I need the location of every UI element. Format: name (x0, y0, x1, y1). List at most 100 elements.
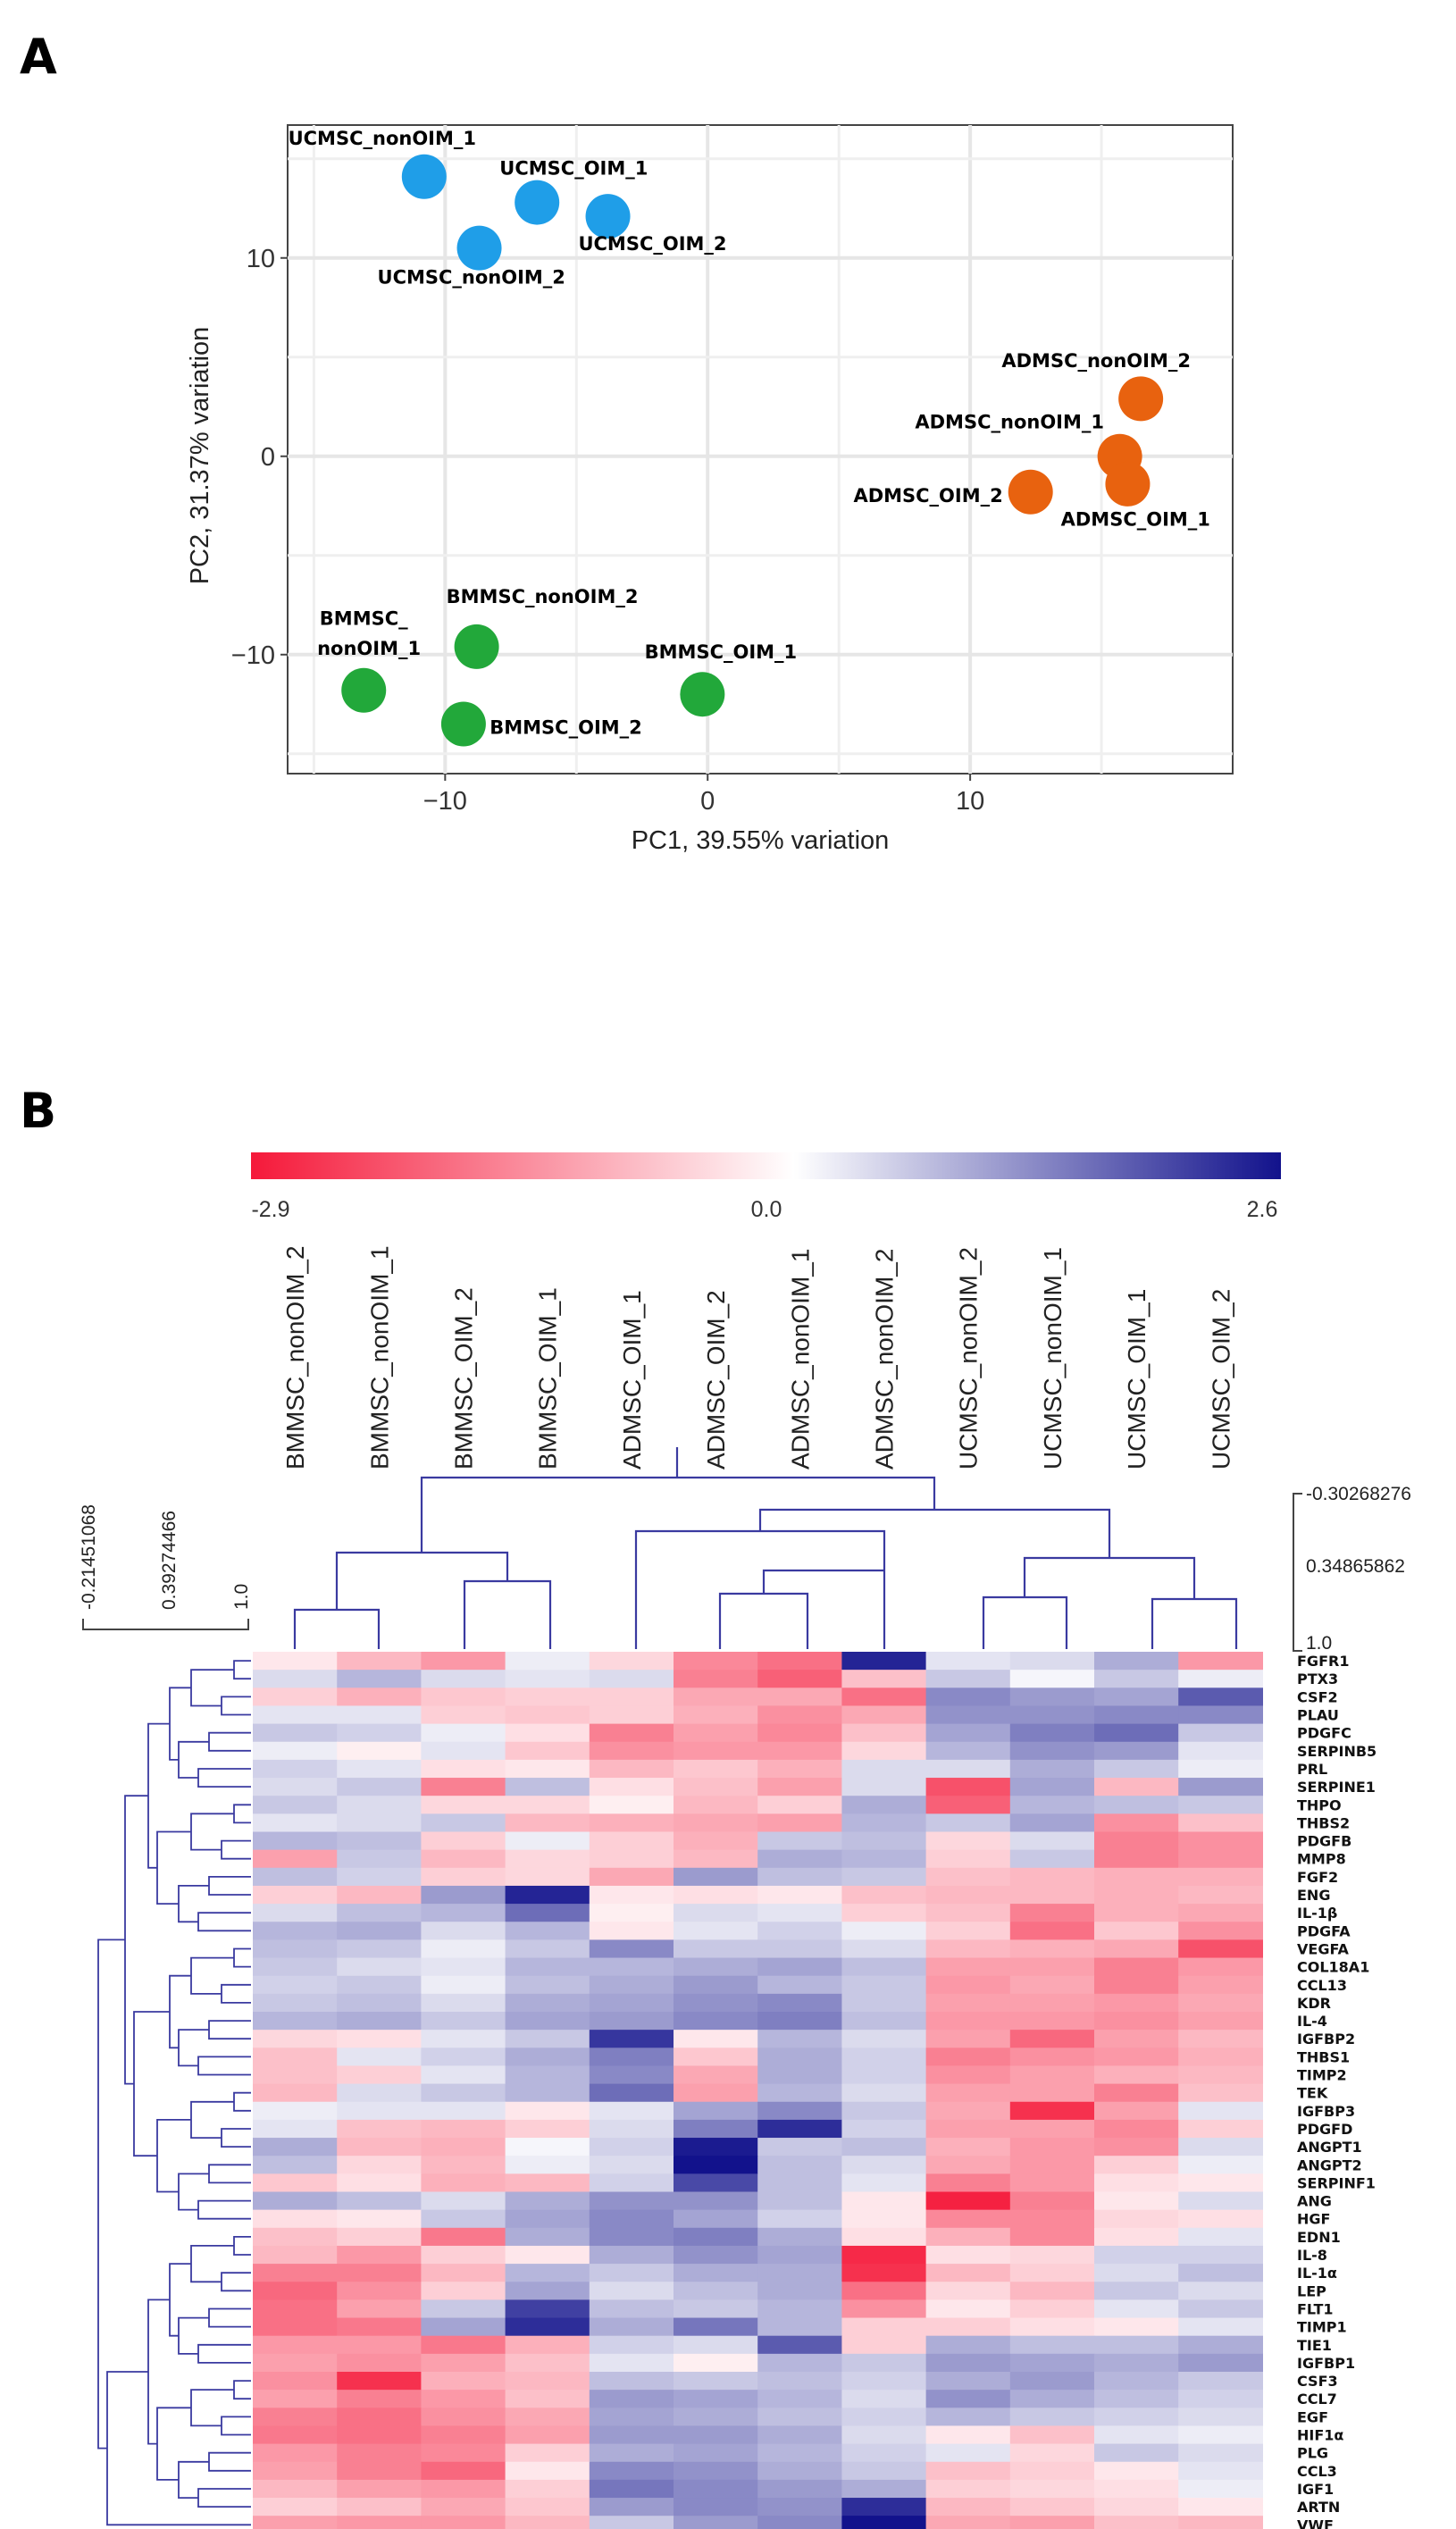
heatmap-cell (1178, 2264, 1263, 2282)
heatmap-cell (505, 2335, 590, 2355)
heatmap-cell (421, 2119, 506, 2139)
heatmap-cell (505, 2227, 590, 2247)
heatmap-cell (757, 2443, 842, 2463)
heatmap-cell (253, 1687, 338, 1707)
heatmap-cell (674, 1670, 758, 1688)
heatmap-cell (1009, 2372, 1095, 2391)
heatmap-cell (253, 1652, 338, 1671)
heatmap-cell (925, 1687, 1011, 1707)
row-dendro-link (197, 2488, 251, 2508)
row-label: FGFR1 (1297, 1653, 1349, 1670)
heatmap-cell (337, 2173, 422, 2193)
row-label: FGF2 (1297, 1869, 1338, 1886)
row-label: PDGFB (1297, 1833, 1351, 1850)
row-label: SERPINF1 (1297, 2174, 1376, 2191)
heatmap-cell (841, 1993, 927, 2013)
heatmap-cell (757, 2282, 842, 2300)
heatmap-cell (505, 1723, 590, 1743)
heatmap-cell (841, 1687, 927, 1707)
heatmap-cell (505, 2408, 590, 2427)
heatmap-cell (674, 1796, 758, 1814)
heatmap-cell (757, 1741, 842, 1761)
heatmap-cell (421, 1957, 506, 1977)
heatmap-cell (337, 2156, 422, 2174)
heatmap-cell (1178, 1741, 1263, 1761)
heatmap-cell (1094, 2317, 1179, 2337)
heatmap-cell (757, 2461, 842, 2481)
heatmap-cell (589, 2335, 674, 2355)
heatmap-cell (589, 2408, 674, 2427)
heatmap-cell (925, 2030, 1011, 2048)
heatmap-cell (589, 1687, 674, 1707)
point-label: UCMSC_OIM_1 (499, 158, 648, 180)
heatmap-cell (1009, 2138, 1095, 2156)
heatmap-cell (841, 1759, 927, 1779)
row-dendro-link (221, 1839, 251, 1860)
row-dendro-link (178, 1740, 209, 1779)
heatmap-cell (1094, 1904, 1179, 1922)
heatmap-cell (505, 2317, 590, 2337)
heatmap-cell (674, 1831, 758, 1851)
heatmap-cell (421, 2138, 506, 2156)
heatmap-cell (253, 2047, 338, 2067)
heatmap-cell (505, 2498, 590, 2516)
dendro-link (1023, 1556, 1196, 1599)
heatmap-cell (757, 1778, 842, 1796)
heatmap-cell (841, 1975, 927, 1995)
heatmap-cell (1009, 1796, 1095, 1814)
data-point-ucmsc-oim-1 (515, 180, 560, 225)
data-point-ucmsc-nonoim-2 (456, 225, 502, 271)
row-label: IGFBP3 (1297, 2103, 1355, 2120)
row-dendro-link (208, 2164, 251, 2184)
heatmap-cell (841, 2317, 927, 2337)
row-label: IGF1 (1297, 2481, 1334, 2498)
row-dendro-link (169, 1974, 191, 2049)
heatmap-cell (505, 1741, 590, 1761)
row-label: CSF2 (1297, 1688, 1338, 1705)
heatmap-cell (1178, 1922, 1263, 1940)
heatmap-cell (421, 1813, 506, 1833)
heatmap-cell (337, 2065, 422, 2085)
heatmap-cell (421, 1939, 506, 1959)
heatmap-cell (1178, 1849, 1263, 1869)
column-label: BMMSC_OIM_2 (450, 1287, 478, 1470)
heatmap-cell (757, 2516, 842, 2529)
heatmap-cell (1009, 1741, 1095, 1761)
heatmap-cell (505, 2516, 590, 2529)
row-dendro-link (169, 2263, 191, 2337)
heatmap-cell (253, 1904, 338, 1922)
heatmap-cell (1009, 1904, 1095, 1922)
axis-ticks: −10 0 10 −10 0 10 (231, 245, 984, 816)
heatmap-cell (841, 1849, 927, 1869)
data-point-ucmsc-nonoim-1 (401, 154, 447, 199)
heatmap-cell (1094, 2191, 1179, 2211)
heatmap-cell (1178, 2353, 1263, 2373)
heatmap-cell (337, 1993, 422, 2013)
heatmap-cell (674, 1957, 758, 1977)
data-point-bmmsc-nonoim-1 (341, 667, 387, 713)
heatmap-cell (253, 2372, 338, 2391)
row-dendro-link (221, 1983, 251, 2004)
row-label: EGF (1297, 2408, 1328, 2425)
heatmap-cell (1178, 2012, 1263, 2031)
heatmap-cell (421, 2335, 506, 2355)
heatmap-cell (337, 2516, 422, 2529)
heatmap-cell (757, 2173, 842, 2193)
heatmap-cell (421, 1922, 506, 1940)
heatmap-cell (421, 1993, 506, 2013)
heatmap-cell (1009, 1831, 1095, 1851)
heatmap-cell (925, 2335, 1011, 2355)
heatmap-cell (674, 1975, 758, 1995)
row-dendro-link (178, 2173, 209, 2211)
heatmap-cell (1178, 2282, 1263, 2300)
heatmap-cell (674, 2101, 758, 2121)
dendro-link (758, 1508, 1111, 1558)
heatmap-cell (925, 2209, 1011, 2229)
row-dendro-link (190, 2245, 234, 2283)
heatmap-cell (505, 1904, 590, 1922)
heatmap-cell (925, 2119, 1011, 2139)
heatmap-cell (925, 1975, 1011, 1995)
heatmap-cell (757, 2317, 842, 2337)
